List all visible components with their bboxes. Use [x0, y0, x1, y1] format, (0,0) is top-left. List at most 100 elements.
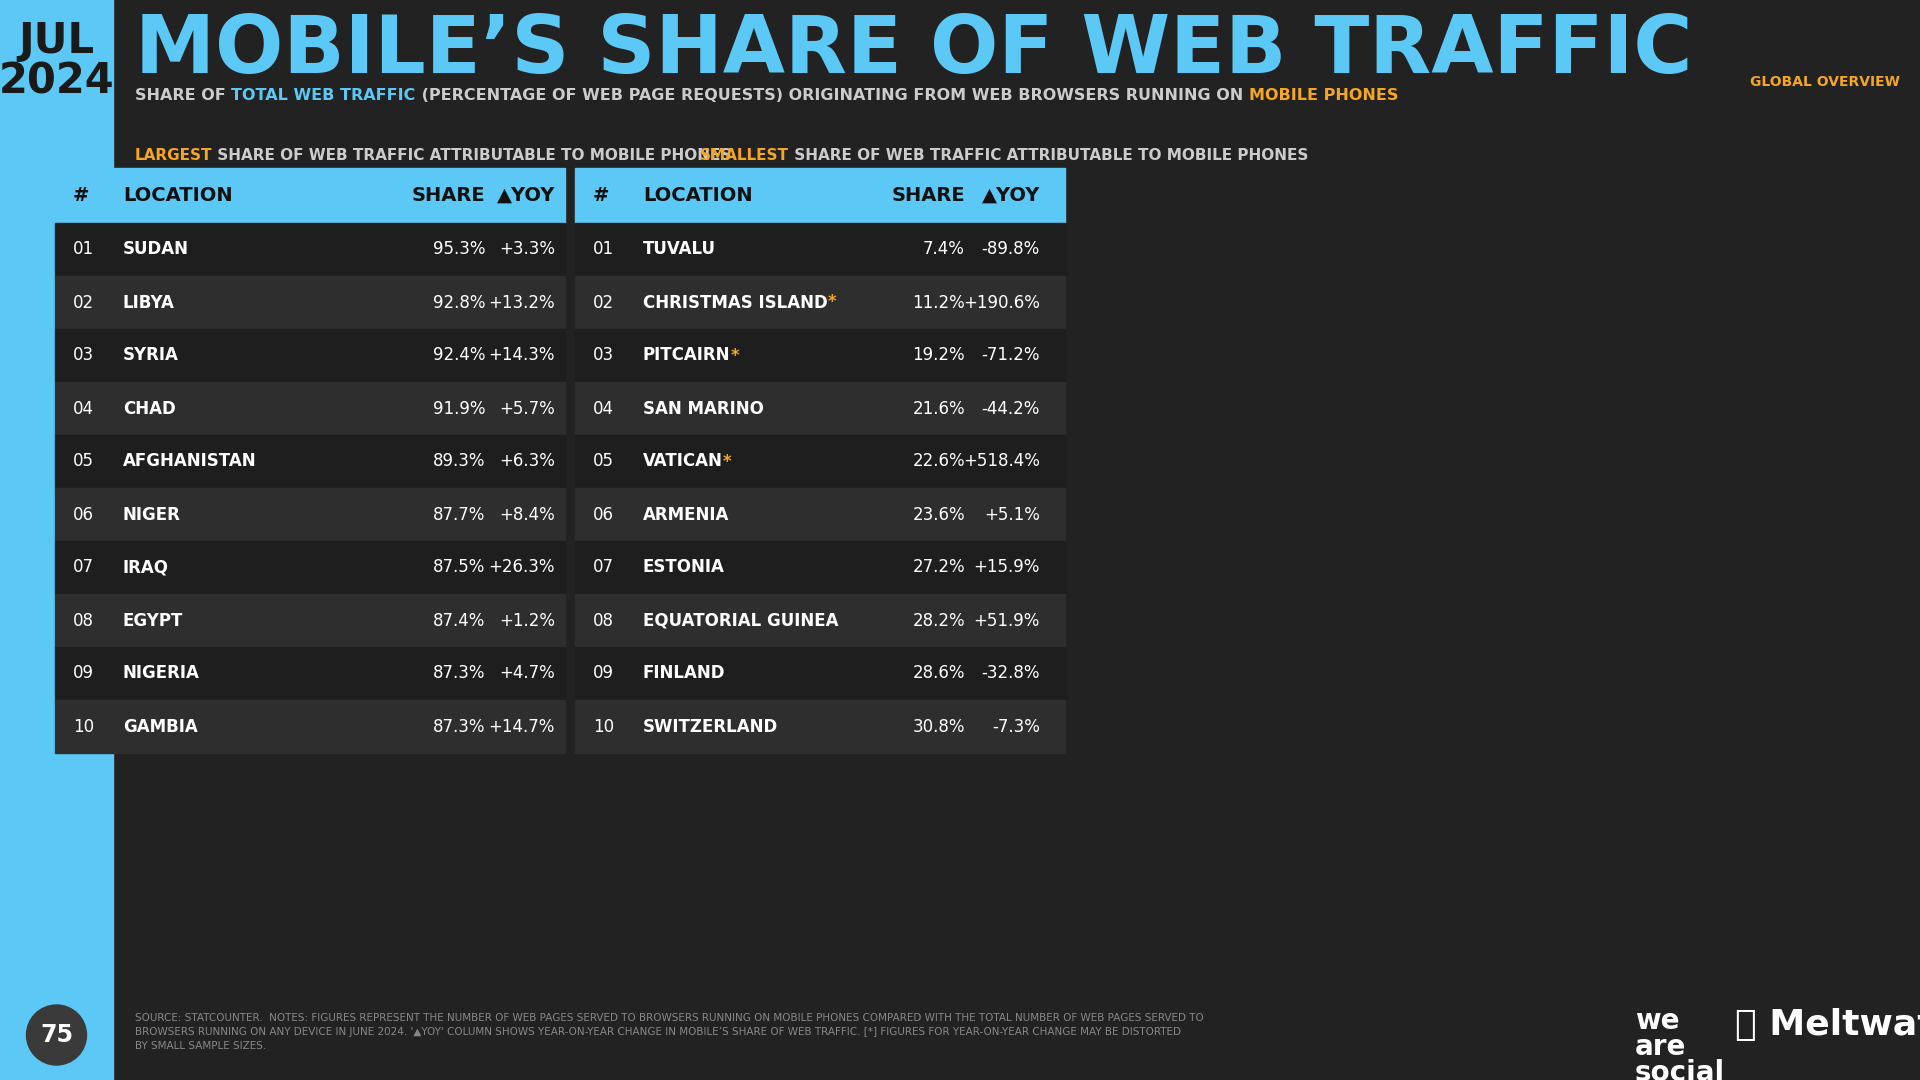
Text: TUVALU: TUVALU	[643, 241, 716, 258]
Text: LOCATION: LOCATION	[643, 186, 753, 205]
Text: 87.3%: 87.3%	[432, 664, 486, 683]
Bar	[574, 329, 1066, 382]
Text: (PERCENTAGE OF WEB PAGE REQUESTS) ORIGINATING FROM WEB BROWSERS RUNNING ON: (PERCENTAGE OF WEB PAGE REQUESTS) ORIGIN…	[417, 87, 1248, 103]
Text: ESTONIA: ESTONIA	[643, 558, 726, 577]
Text: +518.4%: +518.4%	[964, 453, 1041, 471]
Text: 91.9%: 91.9%	[432, 400, 486, 418]
Bar	[56, 541, 564, 594]
Text: BY SMALL SAMPLE SIZES.: BY SMALL SAMPLE SIZES.	[134, 1041, 267, 1051]
Text: 28.2%: 28.2%	[912, 611, 966, 630]
Text: NIGER: NIGER	[123, 505, 180, 524]
Text: 02: 02	[73, 294, 94, 311]
Text: SWITZERLAND: SWITZERLAND	[643, 717, 778, 735]
Text: 87.4%: 87.4%	[432, 611, 486, 630]
Text: 06: 06	[593, 505, 614, 524]
Text: 03: 03	[593, 347, 614, 365]
Text: 07: 07	[73, 558, 94, 577]
Text: 08: 08	[593, 611, 614, 630]
Text: JUL: JUL	[19, 21, 94, 62]
Text: 7.4%: 7.4%	[924, 241, 966, 258]
Text: IRAQ: IRAQ	[123, 558, 169, 577]
Text: 87.3%: 87.3%	[432, 717, 486, 735]
Bar	[56, 168, 564, 222]
Text: 11.2%: 11.2%	[912, 294, 966, 311]
Text: 01: 01	[73, 241, 94, 258]
Text: 01: 01	[593, 241, 614, 258]
Text: +1.2%: +1.2%	[499, 611, 555, 630]
Bar	[574, 276, 1066, 329]
Text: 09: 09	[73, 664, 94, 683]
Text: SAN MARINO: SAN MARINO	[643, 400, 764, 418]
Bar	[574, 594, 1066, 647]
Text: 04: 04	[593, 400, 614, 418]
Text: +15.9%: +15.9%	[973, 558, 1041, 577]
Text: +4.7%: +4.7%	[499, 664, 555, 683]
Circle shape	[27, 1005, 86, 1065]
Bar	[574, 382, 1066, 435]
Bar	[56, 594, 564, 647]
Text: ▲YOY: ▲YOY	[981, 186, 1041, 205]
Bar	[574, 168, 1066, 222]
Text: +6.3%: +6.3%	[499, 453, 555, 471]
Text: SHARE OF: SHARE OF	[134, 87, 232, 103]
Text: 03: 03	[73, 347, 94, 365]
Bar	[56, 329, 564, 382]
Text: 06: 06	[73, 505, 94, 524]
Text: ▲YOY: ▲YOY	[497, 186, 555, 205]
Bar	[56, 276, 564, 329]
Text: 08: 08	[73, 611, 94, 630]
Bar	[56, 382, 564, 435]
Text: 04: 04	[73, 400, 94, 418]
Text: 92.4%: 92.4%	[432, 347, 486, 365]
Text: SOURCE: STATCOUNTER.  NOTES: FIGURES REPRESENT THE NUMBER OF WEB PAGES SERVED TO: SOURCE: STATCOUNTER. NOTES: FIGURES REPR…	[134, 1013, 1204, 1023]
Text: MOBILE’S SHARE OF WEB TRAFFIC: MOBILE’S SHARE OF WEB TRAFFIC	[134, 12, 1693, 90]
Text: +26.3%: +26.3%	[488, 558, 555, 577]
Bar	[0, 0, 113, 1080]
Text: +8.4%: +8.4%	[499, 505, 555, 524]
Bar	[56, 647, 564, 700]
Text: +5.7%: +5.7%	[499, 400, 555, 418]
Text: 09: 09	[593, 664, 614, 683]
Text: ⓞ Meltwater: ⓞ Meltwater	[1736, 1008, 1920, 1042]
Text: 28.6%: 28.6%	[912, 664, 966, 683]
Text: 10: 10	[73, 717, 94, 735]
Text: GAMBIA: GAMBIA	[123, 717, 198, 735]
Text: VATICAN: VATICAN	[643, 453, 722, 471]
Text: +14.3%: +14.3%	[488, 347, 555, 365]
Text: +14.7%: +14.7%	[488, 717, 555, 735]
Text: LARGEST: LARGEST	[134, 148, 213, 163]
Text: BROWSERS RUNNING ON ANY DEVICE IN JUNE 2024. '▲YOY' COLUMN SHOWS YEAR-ON-YEAR CH: BROWSERS RUNNING ON ANY DEVICE IN JUNE 2…	[134, 1027, 1181, 1037]
Bar	[574, 488, 1066, 541]
Text: -7.3%: -7.3%	[993, 717, 1041, 735]
Text: LIBYA: LIBYA	[123, 294, 175, 311]
Bar	[56, 700, 564, 753]
Bar	[574, 647, 1066, 700]
Text: PITCAIRN: PITCAIRN	[643, 347, 730, 365]
Text: -71.2%: -71.2%	[981, 347, 1041, 365]
Text: ARMENIA: ARMENIA	[643, 505, 730, 524]
Text: SHARE OF WEB TRAFFIC ATTRIBUTABLE TO MOBILE PHONES: SHARE OF WEB TRAFFIC ATTRIBUTABLE TO MOB…	[213, 148, 732, 163]
Text: SHARE: SHARE	[411, 186, 486, 205]
Text: 89.3%: 89.3%	[432, 453, 486, 471]
Text: 05: 05	[73, 453, 94, 471]
Text: TOTAL WEB TRAFFIC: TOTAL WEB TRAFFIC	[232, 87, 417, 103]
Bar	[574, 222, 1066, 276]
Text: 23.6%: 23.6%	[912, 505, 966, 524]
Text: +13.2%: +13.2%	[488, 294, 555, 311]
Text: we
are
social: we are social	[1636, 1007, 1726, 1080]
Text: 75: 75	[40, 1023, 73, 1047]
Bar	[56, 488, 564, 541]
Text: CHRISTMAS ISLAND: CHRISTMAS ISLAND	[643, 294, 828, 311]
Text: 19.2%: 19.2%	[912, 347, 966, 365]
Text: 22.6%: 22.6%	[912, 453, 966, 471]
Bar	[574, 700, 1066, 753]
Text: SHARE: SHARE	[891, 186, 966, 205]
Text: 87.5%: 87.5%	[432, 558, 486, 577]
Text: 05: 05	[593, 453, 614, 471]
Text: GLOBAL OVERVIEW: GLOBAL OVERVIEW	[1751, 75, 1901, 89]
Text: -89.8%: -89.8%	[981, 241, 1041, 258]
Text: SMALLEST: SMALLEST	[701, 148, 789, 163]
Text: MOBILE PHONES: MOBILE PHONES	[1248, 87, 1398, 103]
Text: *: *	[722, 453, 732, 471]
Bar	[56, 435, 564, 488]
